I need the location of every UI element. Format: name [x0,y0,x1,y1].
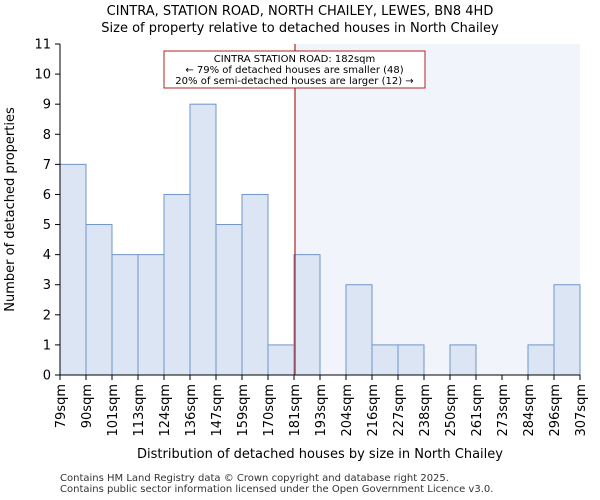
bar-79sqm [59,163,87,376]
bar-204sqm [345,284,373,376]
highlight-region [295,44,580,375]
x-tick-label: 204sqm [340,384,355,437]
x-tick-label: 147sqm [210,384,225,437]
bar-227sqm [397,344,425,376]
y-tick-label: 4 [43,248,51,263]
chart-title: CINTRA, STATION ROAD, NORTH CHAILEY, LEW… [106,4,494,19]
annotation-line-1: CINTRA STATION ROAD: 182sqm [214,54,376,65]
bar-147sqm [215,224,243,376]
annotation-line-2: ← 79% of detached houses are smaller (48… [185,65,403,76]
y-tick-label: 5 [43,218,51,233]
bar-90sqm [85,224,113,376]
chart-subtitle: Size of property relative to detached ho… [101,21,499,36]
x-tick-label: 79sqm [54,384,69,428]
bar-250sqm [449,344,477,376]
bar-159sqm [241,193,269,376]
y-tick-label: 0 [43,369,51,384]
y-tick-label: 8 [43,128,51,143]
x-axis-label: Distribution of detached houses by size … [137,447,503,462]
annotation-box: CINTRA STATION ROAD: 182sqm ← 79% of det… [163,50,426,89]
x-tick-label: 273sqm [496,384,511,437]
x-tick-label: 170sqm [262,384,277,437]
x-tick-label: 159sqm [236,384,251,437]
bar-124sqm [163,193,191,376]
x-tick-label: 238sqm [418,384,433,437]
bar-181sqm [293,254,321,376]
footer-copyright: Contains HM Land Registry data © Crown c… [60,473,449,484]
x-tick-label: 90sqm [80,384,95,428]
x-tick-label: 113sqm [132,384,147,437]
y-tick-label: 1 [43,338,51,353]
x-tick-label: 193sqm [314,384,329,437]
y-tick-label: 7 [43,158,51,173]
x-tick-label: 296sqm [548,384,563,437]
bar-101sqm [111,254,139,376]
y-tick-label: 11 [34,38,51,53]
x-tick-label: 181sqm [288,384,303,437]
annotation-line-3: 20% of semi-detached houses are larger (… [175,76,413,87]
y-tick-label: 6 [43,188,51,203]
x-tick-label: 101sqm [106,384,121,437]
x-tick-label: 124sqm [158,384,173,437]
x-tick-label: 307sqm [574,384,589,437]
x-tick-label: 284sqm [522,384,537,437]
bar-216sqm [371,344,399,376]
y-tick-label: 9 [43,98,51,113]
x-tick-label: 227sqm [392,384,407,437]
x-tick-label: 250sqm [444,384,459,437]
bar-136sqm [189,103,217,376]
bar-113sqm [137,254,165,376]
y-tick-label: 3 [43,278,51,293]
bar-284sqm [527,344,555,376]
x-tick-label: 261sqm [470,384,485,437]
bar-170sqm [267,344,295,376]
x-tick-label: 136sqm [184,384,199,437]
y-tick-label: 2 [43,308,51,323]
x-tick-label: 216sqm [366,384,381,437]
y-tick-label: 10 [34,68,51,83]
footer-licence: Contains public sector information licen… [60,484,494,495]
y-axis-label: Number of detached properties [3,107,18,312]
bar-296sqm [553,284,581,376]
